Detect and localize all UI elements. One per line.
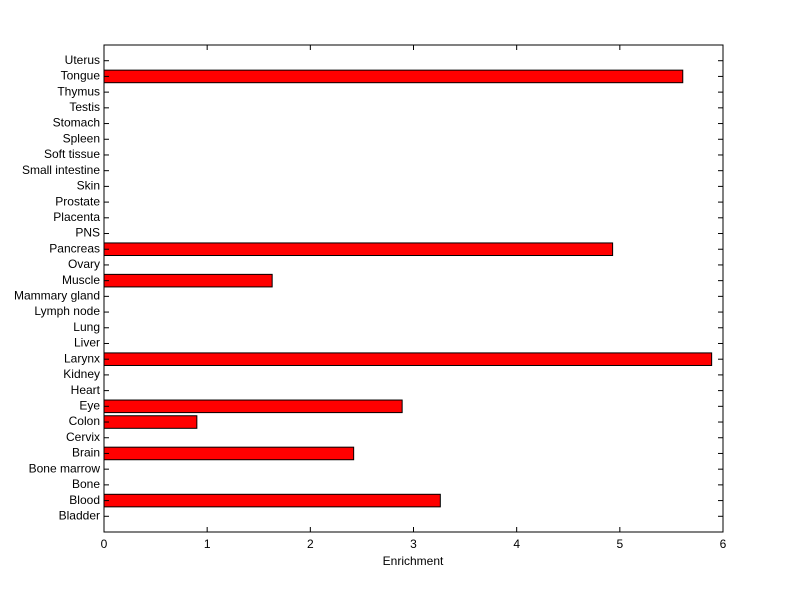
y-tick-label: Spleen [63,131,100,145]
y-tick-label: Prostate [55,194,100,208]
y-tick-label: Brain [72,446,100,460]
x-tick-label: 3 [410,537,417,551]
axes-box [103,44,724,533]
y-tick-label: PNS [75,226,100,240]
y-tick-label: Lymph node [34,304,100,318]
x-tick-label: 1 [204,537,211,551]
y-tick-label: Blood [69,493,100,507]
y-tick-label: Bladder [59,508,100,522]
bar [103,69,684,84]
y-tick-label: Liver [74,336,100,350]
y-tick-label: Mammary gland [14,289,100,303]
y-tick-label: Lung [73,320,100,334]
y-tick-label: Eye [79,398,100,412]
y-tick-label: Larynx [64,351,100,365]
y-tick-label: Colon [69,414,100,428]
y-tick-label: Placenta [53,210,100,224]
y-tick-label: Kidney [63,367,100,381]
y-tick-label: Cervix [66,430,100,444]
bar [103,415,198,429]
y-tick-label: Pancreas [49,241,100,255]
y-tick-label: Tongue [61,69,101,83]
bar [103,446,355,461]
y-tick-label: Bone marrow [29,461,101,475]
bar [103,352,713,366]
y-tick-label: Small intestine [22,163,100,177]
x-tick-label: 6 [720,537,727,551]
bar [103,399,403,414]
y-tick-label: Stomach [53,116,100,130]
y-tick-label: Bone [72,477,100,491]
x-tick-label: 4 [513,537,520,551]
y-tick-label: Soft tissue [44,147,100,161]
x-tick-label: 2 [307,537,314,551]
x-tick-label: 5 [616,537,623,551]
x-axis-label: Enrichment [383,554,444,568]
y-tick-label: Uterus [65,53,100,67]
y-tick-label: Ovary [68,257,100,271]
y-tick-label: Muscle [62,273,100,287]
x-tick-label: 0 [101,537,108,551]
y-tick-label: Testis [69,100,100,114]
y-tick-label: Thymus [57,84,100,98]
bar [103,273,273,288]
y-tick-label: Skin [77,179,100,193]
bar [103,493,441,508]
y-tick-label: Heart [71,383,101,397]
bar [103,242,614,257]
